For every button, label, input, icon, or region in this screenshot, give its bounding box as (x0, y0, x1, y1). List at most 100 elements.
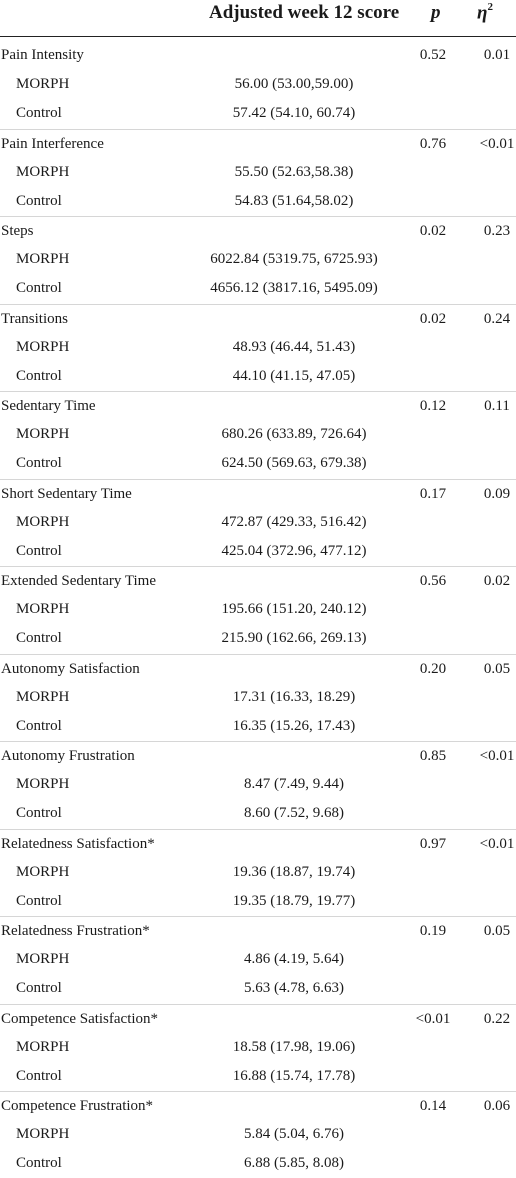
outcome-label: Pain Intensity (1, 47, 84, 63)
group-row: MORPH 8.47 (7.49, 9.44) (0, 770, 516, 799)
header-eta-superscript: 2 (487, 1, 493, 13)
group-row: MORPH 6022.84 (5319.75, 6725.93) (0, 245, 516, 274)
group-label: Control (16, 980, 62, 997)
group-label: MORPH (16, 251, 70, 268)
outcome-label: Pain Interference (1, 135, 104, 152)
group-label: MORPH (16, 163, 70, 180)
outcome-row: Competence Frustration* 0.14 0.06 (0, 1091, 516, 1121)
eta-squared: 0.06 (483, 1098, 511, 1115)
group-row: MORPH 195.66 (151.20, 240.12) (0, 595, 516, 624)
adjusted-score: 680.26 (633.89, 726.64) (221, 426, 367, 443)
adjusted-score: 19.35 (18.79, 19.77) (232, 892, 356, 909)
outcome-label: Competence Satisfaction* (1, 1010, 159, 1027)
outcome-row: Pain Interference 0.76 <0.01 (0, 128, 516, 159)
group-row: MORPH 4.86 (4.19, 5.64) (0, 945, 516, 974)
header-p-value: p (431, 2, 441, 23)
eta-squared: 0.09 (483, 485, 511, 502)
adjusted-score: 57.42 (54.10, 60.74) (232, 105, 356, 122)
adjusted-score: 4.86 (4.19, 5.64) (244, 951, 344, 968)
group-row: Control 8.60 (7.52, 9.68) (0, 799, 516, 828)
outcome-row: Transitions 0.02 0.24 (0, 303, 516, 334)
header-score: Adjusted week 12 score (209, 2, 400, 23)
adjusted-score: 54.83 (51.64,58.02) (234, 192, 354, 209)
eta-squared: 0.23 (483, 223, 511, 240)
p-value: 0.76 (419, 135, 447, 152)
group-label: MORPH (16, 1038, 70, 1055)
group-label: Control (16, 1155, 62, 1172)
outcome-row: Autonomy Frustration 0.85 <0.01 (0, 741, 516, 771)
group-label: MORPH (16, 776, 70, 793)
group-label: MORPH (16, 76, 70, 93)
p-value: 0.17 (419, 485, 447, 502)
outcome-row: Steps 0.02 0.23 (0, 216, 516, 246)
p-value: 0.14 (419, 1098, 447, 1115)
adjusted-score: 4656.12 (3817.16, 5495.09) (210, 280, 378, 297)
group-label: Control (16, 717, 62, 734)
adjusted-score: 16.88 (15.74, 17.78) (232, 1067, 356, 1084)
header-eta-squared: η2 (477, 1, 493, 24)
adjusted-score: 6022.84 (5319.75, 6725.93) (210, 251, 378, 268)
group-row: MORPH 19.36 (18.87, 19.74) (0, 858, 516, 887)
p-value: 0.20 (419, 660, 447, 677)
group-label: MORPH (16, 1126, 70, 1143)
group-label: Control (16, 455, 62, 472)
group-label: Control (16, 280, 62, 297)
p-value: 0.85 (419, 748, 447, 765)
adjusted-score: 17.31 (16.33, 18.29) (232, 688, 356, 705)
adjusted-score: 44.10 (41.15, 47.05) (232, 367, 356, 384)
adjusted-score: 624.50 (569.63, 679.38) (221, 455, 367, 472)
group-row: MORPH 5.84 (5.04, 6.76) (0, 1120, 516, 1149)
eta-squared: 0.05 (483, 660, 511, 677)
outcome-label: Sedentary Time (1, 398, 96, 415)
group-row: MORPH 55.50 (52.63,58.38) (0, 158, 516, 187)
group-row: MORPH 56.00 (53.00,59.00) (0, 70, 516, 99)
adjusted-score: 19.36 (18.87, 19.74) (232, 863, 356, 880)
adjusted-score: 8.60 (7.52, 9.68) (244, 805, 344, 822)
outcome-label: Transitions (1, 310, 68, 327)
group-row: Control 4656.12 (3817.16, 5495.09) (0, 274, 516, 303)
adjusted-score: 16.35 (15.26, 17.43) (232, 717, 356, 734)
p-value: 0.02 (419, 223, 447, 240)
eta-squared: 0.05 (483, 923, 511, 940)
group-row: Control 6.88 (5.85, 8.08) (0, 1149, 516, 1178)
group-label: MORPH (16, 951, 70, 968)
group-row: MORPH 48.93 (46.44, 51.43) (0, 333, 516, 362)
header-eta-symbol: η (477, 2, 488, 24)
group-label: Control (16, 542, 62, 559)
group-label: Control (16, 105, 62, 122)
eta-squared: <0.01 (479, 748, 515, 765)
adjusted-score: 55.50 (52.63,58.38) (234, 163, 354, 180)
adjusted-score: 425.04 (372.96, 477.12) (221, 542, 367, 559)
group-label: Control (16, 805, 62, 822)
group-row: MORPH 472.87 (429.33, 516.42) (0, 508, 516, 537)
group-row: Control 215.90 (162.66, 269.13) (0, 624, 516, 653)
outcome-row: Sedentary Time 0.12 0.11 (0, 391, 516, 421)
p-value: 0.19 (419, 923, 447, 940)
adjusted-score: 5.84 (5.04, 6.76) (244, 1126, 344, 1143)
table-header: Adjusted week 12 score p η2 (0, 0, 516, 37)
eta-squared: <0.01 (479, 135, 515, 152)
p-value: 0.56 (419, 573, 447, 590)
group-label: MORPH (16, 338, 70, 355)
eta-squared: 0.11 (484, 398, 510, 415)
outcome-row: Autonomy Satisfaction 0.20 0.05 (0, 653, 516, 684)
outcome-label: Short Sedentary Time (1, 485, 132, 502)
group-label: Control (16, 367, 62, 384)
group-label: Control (16, 192, 62, 209)
group-row: Control 44.10 (41.15, 47.05) (0, 362, 516, 391)
adjusted-score: 48.93 (46.44, 51.43) (232, 338, 356, 355)
group-row: Control 54.83 (51.64,58.02) (0, 187, 516, 216)
p-value: 0.12 (419, 398, 447, 415)
group-row: MORPH 680.26 (633.89, 726.64) (0, 420, 516, 449)
outcome-row: Competence Satisfaction* <0.01 0.22 (0, 1003, 516, 1034)
group-row: Control 16.88 (15.74, 17.78) (0, 1062, 516, 1091)
adjusted-score: 195.66 (151.20, 240.12) (221, 601, 367, 618)
adjusted-score: 5.63 (4.78, 6.63) (244, 980, 344, 997)
outcome-label: Steps (1, 223, 34, 240)
group-label: Control (16, 1067, 62, 1084)
eta-squared: 0.22 (483, 1010, 511, 1027)
eta-squared: 0.01 (483, 47, 511, 63)
group-label: Control (16, 892, 62, 909)
outcome-label: Relatedness Frustration* (1, 923, 150, 940)
p-value: 0.52 (419, 47, 447, 63)
